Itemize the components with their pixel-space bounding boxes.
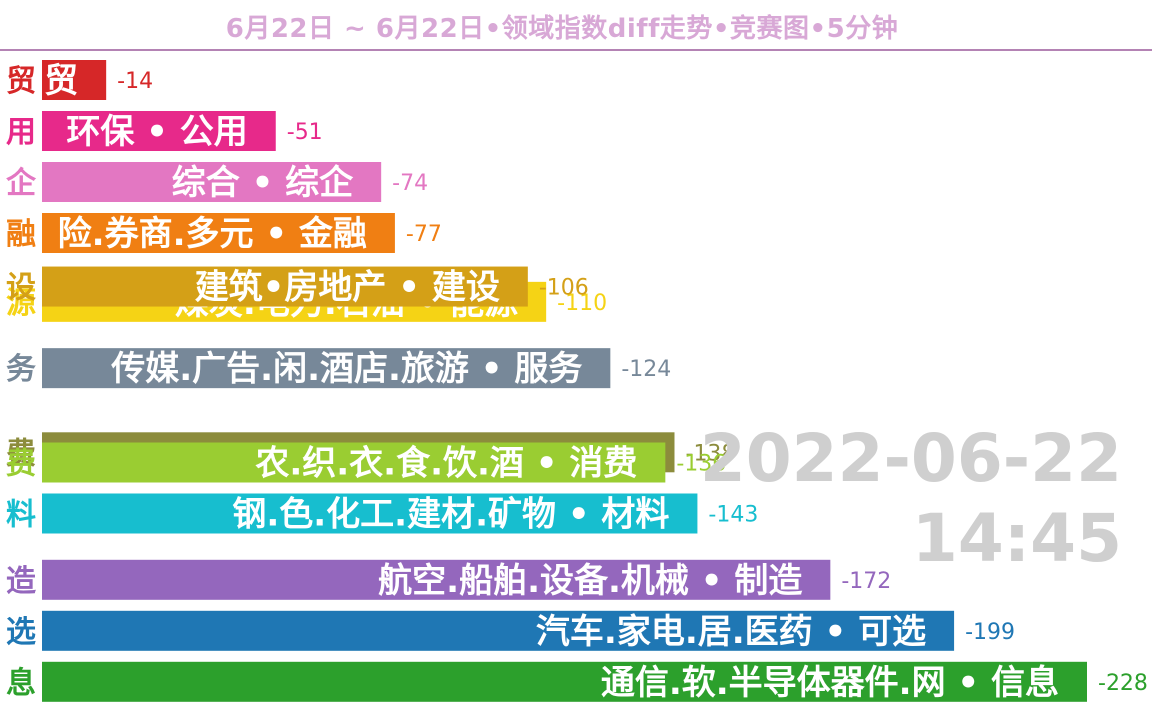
value-label: -138 xyxy=(686,441,736,466)
category-label: 设 xyxy=(6,271,36,306)
bar-label: 航空.船舶.设备.机械 • 制造 xyxy=(378,561,802,601)
value-label: -124 xyxy=(621,357,671,382)
bar xyxy=(42,111,276,151)
timestamp-date: 2022-06-22 xyxy=(699,420,1122,497)
bar xyxy=(42,661,1087,702)
bar-label: 综合 • 综企 xyxy=(172,163,354,203)
value-label: -199 xyxy=(965,620,1015,645)
category-label: 料 xyxy=(6,498,36,533)
category-label: 息 xyxy=(6,666,36,701)
bar xyxy=(42,493,698,534)
category-label: 贸 xyxy=(6,64,36,99)
category-label: 融 xyxy=(6,217,36,252)
timestamp-time: 14:45 xyxy=(911,500,1122,577)
bar-label: 农.织.衣.食.饮.酒 • 消费 xyxy=(255,444,637,484)
bar-label: 险.券商.多元 • 金融 xyxy=(58,214,367,254)
bar-label: 汽车.家电.居.医药 • 可选 xyxy=(536,612,926,652)
category-label: 选 xyxy=(6,615,36,650)
value-label: -106 xyxy=(539,276,589,301)
category-label: 源 xyxy=(6,286,36,321)
bar-label: 贸 xyxy=(44,61,78,101)
bar xyxy=(42,60,107,100)
value-label: -228 xyxy=(1098,671,1148,696)
bar-group: 通信.软.半导体器件.网 • 信息 息 -228 xyxy=(6,661,1148,703)
bar-label: 钢.色.化工.建材.矿物 • 材料 xyxy=(232,495,669,535)
bar-group: 传媒.广告.闲.酒店.旅游 • 服务 务 -124 xyxy=(6,348,671,389)
value-label: -172 xyxy=(841,569,891,594)
bar-label: 建筑•房地产 • 建设 xyxy=(195,268,500,308)
bar-group: 农.织.衣.食.饮.酒 • 消费 费 -136 xyxy=(6,442,726,484)
value-label: -74 xyxy=(392,171,428,196)
bar-group: 险.券商.多元 • 金融融 -77 xyxy=(6,213,442,254)
bar-group: 建筑•房地产 • 建设 设 -106 xyxy=(6,266,589,308)
bar-group: 环保 • 公用用 -51 xyxy=(6,111,323,152)
value-label: -110 xyxy=(557,291,607,316)
value-label: -77 xyxy=(406,222,442,247)
bar-group: 汽车.家电.居.医药 • 可选 选 -199 xyxy=(6,610,1015,652)
title-divider xyxy=(0,49,1152,51)
bar-label: 传媒.广告.闲.酒店.旅游 • 服务 xyxy=(110,349,582,389)
category-label: 用 xyxy=(6,115,36,150)
bar xyxy=(42,162,382,202)
bar-label: 环保 • 公用 xyxy=(66,112,247,152)
bar-group: 综合 • 综企 企 -74 xyxy=(6,162,428,203)
bar-group: 航空.船舶.设备.机械 • 制造 造 -172 xyxy=(6,559,891,601)
bar-group: 钢.色.化工.建材.矿物 • 材料 料 -143 xyxy=(6,493,758,535)
value-label: -143 xyxy=(708,503,758,528)
value-label: -14 xyxy=(117,69,153,94)
bar xyxy=(42,213,395,253)
category-label: 费 xyxy=(6,447,36,482)
bar xyxy=(42,559,831,600)
category-label: 企 xyxy=(6,166,37,201)
category-label: 费 xyxy=(6,436,36,471)
chart-title: 6月22日 ~ 6月22日•领域指数diff走势•竞赛图•5分钟 xyxy=(225,14,899,44)
category-label: 务 xyxy=(6,352,36,387)
bar-group: 贸贸 -14 xyxy=(6,60,153,101)
value-label: -51 xyxy=(287,120,323,145)
bar xyxy=(42,348,611,389)
bar xyxy=(42,266,528,307)
bar xyxy=(42,610,955,651)
value-label: -136 xyxy=(676,452,726,477)
bar xyxy=(42,442,666,483)
category-label: 造 xyxy=(6,564,36,599)
bar-label: 通信.软.半导体器件.网 • 信息 xyxy=(601,663,1059,703)
